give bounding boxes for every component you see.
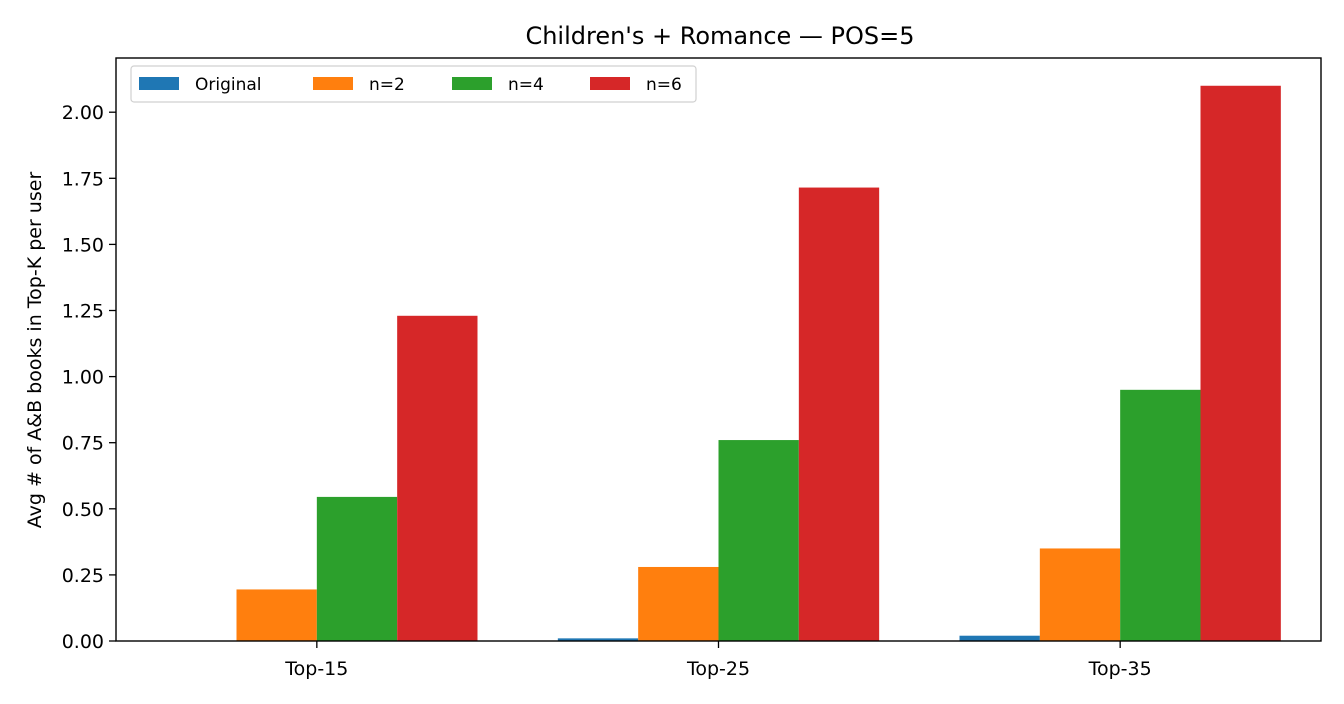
y-tick-label: 0.50 (62, 499, 104, 521)
y-tick-label: 0.00 (62, 631, 104, 653)
legend-label: n=6 (646, 75, 682, 95)
y-tick-label: 1.25 (62, 301, 104, 323)
bar-original-top-25 (557, 638, 639, 641)
legend-swatch (452, 77, 492, 90)
y-tick-label: 1.00 (62, 367, 104, 389)
y-axis: 0.00 0.25 0.50 0.75 1.00 1.25 1.50 1.75 2.00 (62, 102, 116, 653)
bars (236, 85, 1281, 642)
legend-swatch (313, 77, 353, 90)
y-tick-label: 1.75 (62, 168, 104, 190)
bar-n-6-top-25 (798, 187, 880, 642)
bar-n-2-top-15 (236, 589, 317, 641)
y-tick-label: 1.50 (62, 234, 104, 256)
legend-swatch (139, 77, 179, 90)
x-axis: Top-15 Top-25 Top-35 (284, 641, 1152, 680)
plot-frame (115, 57, 1322, 642)
chart-title: Children's + Romance — POS=5 (525, 22, 914, 50)
x-tick-label: Top-25 (686, 658, 750, 680)
bar-n-6-top-35 (1200, 85, 1281, 641)
y-tick-label: 0.25 (62, 565, 104, 587)
bar-n-4-top-25 (718, 440, 799, 641)
y-tick-label: 2.00 (62, 102, 104, 124)
bar-n-2-top-25 (638, 566, 719, 641)
bar-n-2-top-35 (1039, 548, 1121, 641)
y-axis-label: Avg # of A&B books in Top-K per user (24, 172, 46, 529)
legend-swatch (590, 77, 630, 90)
bar-n-6-top-15 (397, 315, 478, 641)
bar-n-4-top-15 (316, 496, 398, 641)
y-tick-label: 0.75 (62, 433, 104, 455)
x-tick-label: Top-15 (284, 658, 348, 680)
bar-n-4-top-35 (1120, 389, 1201, 641)
x-tick-label: Top-35 (1088, 658, 1152, 680)
legend-label: n=2 (369, 75, 405, 95)
legend-box (130, 65, 697, 103)
legend-label: n=4 (508, 75, 544, 95)
bar-original-top-35 (959, 635, 1040, 641)
legend: Original n=2 n=4 n=6 (130, 65, 697, 103)
legend-label: Original (195, 75, 262, 95)
